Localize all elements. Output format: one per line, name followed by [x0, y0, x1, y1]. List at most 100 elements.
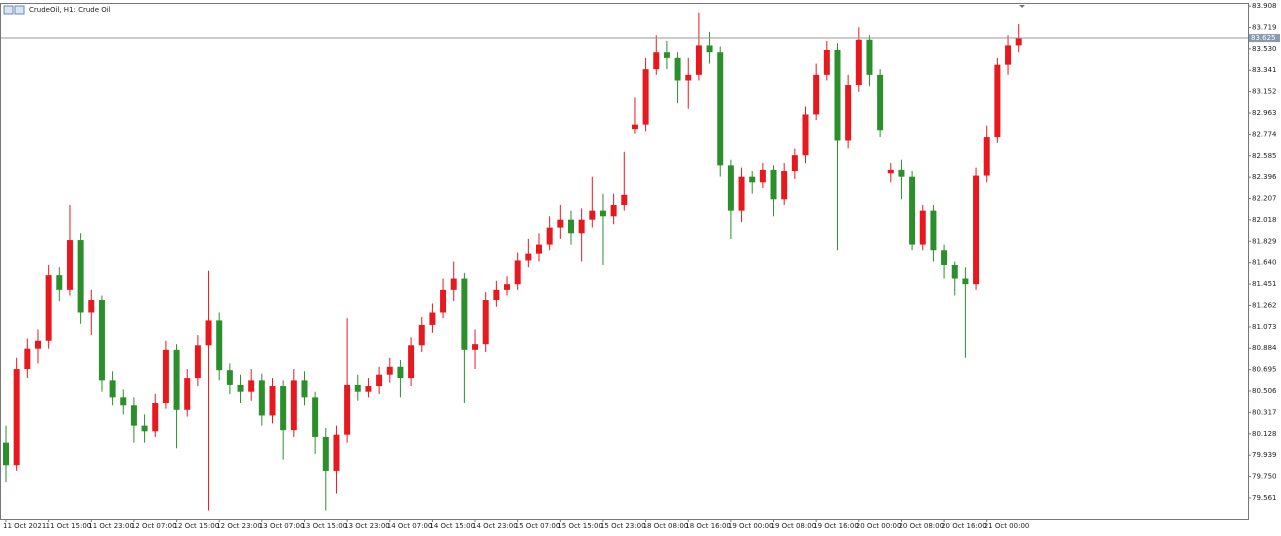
- candle-body: [642, 69, 649, 125]
- x-tick-label: 12 Oct 07:00: [131, 522, 177, 530]
- candle-body: [909, 176, 916, 245]
- last-price-label: 83.625: [1251, 34, 1276, 42]
- candle-body: [855, 39, 862, 86]
- candle-body: [770, 169, 777, 200]
- candle-body: [141, 425, 148, 432]
- candle-body: [1015, 38, 1022, 46]
- candle-body: [354, 384, 361, 392]
- candle-body: [930, 210, 937, 251]
- candle-body: [717, 52, 724, 166]
- y-tick-label: 81.451: [1252, 280, 1277, 288]
- candle-body: [706, 45, 713, 53]
- candle-body: [280, 386, 287, 431]
- candle-body: [205, 320, 212, 346]
- x-tick-label: 14 Oct 07:00: [387, 522, 433, 530]
- x-tick-label: 13 Oct 23:00: [344, 522, 390, 530]
- y-tick-label: 83.719: [1252, 23, 1277, 31]
- y-tick-label: 82.207: [1252, 195, 1277, 203]
- y-tick-label: 81.640: [1252, 259, 1277, 267]
- x-tick-label: 19 Oct 16:00: [813, 522, 859, 530]
- y-tick-label: 83.908: [1252, 2, 1277, 10]
- candle-body: [162, 349, 169, 404]
- candle-body: [514, 260, 521, 285]
- y-tick-label: 79.750: [1252, 473, 1277, 481]
- candle-body: [653, 52, 660, 70]
- last-price-box: [1249, 34, 1280, 43]
- candle-body: [621, 194, 628, 205]
- candle-body: [290, 380, 297, 431]
- candle-body: [823, 49, 830, 75]
- y-tick-label: 80.695: [1252, 366, 1277, 374]
- candle-body: [973, 175, 980, 285]
- candle-body: [759, 169, 766, 183]
- x-tick-label: 18 Oct 16:00: [685, 522, 731, 530]
- x-tick-label: 14 Oct 23:00: [472, 522, 518, 530]
- candle-body: [813, 74, 820, 115]
- y-tick-label: 82.774: [1252, 130, 1277, 138]
- candle-body: [77, 240, 84, 313]
- candle-body: [194, 345, 201, 379]
- candle-body: [408, 345, 415, 379]
- candle-body: [418, 324, 425, 346]
- candle-body: [450, 278, 457, 290]
- y-tick-label: 79.561: [1252, 494, 1277, 502]
- candle-body: [749, 176, 756, 183]
- candle-body: [56, 275, 63, 290]
- y-tick-label: 79.939: [1252, 451, 1277, 459]
- candle-body: [184, 378, 191, 410]
- candle-body: [482, 300, 489, 345]
- candle-body: [536, 244, 542, 254]
- candle-body: [429, 312, 436, 325]
- candle-body: [695, 45, 702, 75]
- chart-icon: [14, 5, 25, 15]
- candle-body: [226, 370, 233, 385]
- candle-body: [301, 380, 308, 398]
- x-tick-label: 11 Oct 23:00: [88, 522, 134, 530]
- candle-body: [237, 384, 244, 392]
- candle-body: [504, 284, 511, 290]
- x-tick-label: 12 Oct 23:00: [216, 522, 262, 530]
- y-tick-label: 82.018: [1252, 216, 1277, 224]
- candle-body: [376, 374, 383, 387]
- candle-body: [834, 49, 841, 141]
- candle-body: [386, 366, 393, 375]
- y-tick-label: 81.073: [1252, 323, 1277, 331]
- candle-body: [663, 52, 670, 58]
- x-tick-label: 20 Oct 00:00: [856, 522, 902, 530]
- x-tick-label: 11 Oct 15:00: [46, 522, 92, 530]
- x-tick-label: 21 Oct 00:00: [984, 522, 1030, 530]
- candle-body: [599, 210, 606, 217]
- candle-body: [877, 74, 884, 131]
- candle-body: [344, 384, 351, 435]
- candle-body: [727, 165, 734, 211]
- candle-body: [983, 137, 990, 176]
- x-tick-label: 19 Oct 00:00: [728, 522, 774, 530]
- candle-body: [845, 85, 852, 141]
- y-tick-label: 82.585: [1252, 152, 1277, 160]
- x-tick-label: 15 Oct 23:00: [600, 522, 646, 530]
- x-tick-label: 20 Oct 08:00: [898, 522, 944, 530]
- x-tick-label: 14 Oct 15:00: [429, 522, 475, 530]
- candle-body: [152, 403, 159, 432]
- y-tick-label: 80.884: [1252, 344, 1277, 352]
- y-tick-label: 83.152: [1252, 88, 1277, 96]
- candle-body: [919, 210, 926, 245]
- candle-body: [312, 397, 319, 437]
- candle-body: [802, 114, 809, 156]
- candle-body: [13, 369, 20, 466]
- candle-body: [685, 74, 692, 81]
- x-tick-label: 12 Oct 15:00: [174, 522, 220, 530]
- chart-icon: [3, 5, 14, 15]
- candle-body: [631, 124, 638, 130]
- candle-body: [3, 442, 9, 466]
- candle-body: [557, 219, 564, 228]
- x-tick-label: 15 Oct 15:00: [557, 522, 603, 530]
- candle-body: [248, 380, 255, 392]
- candle-body: [397, 366, 404, 379]
- candle-body: [941, 250, 948, 265]
- candle-body: [24, 348, 31, 370]
- y-tick-label: 83.530: [1252, 45, 1277, 53]
- candle-body: [258, 380, 265, 416]
